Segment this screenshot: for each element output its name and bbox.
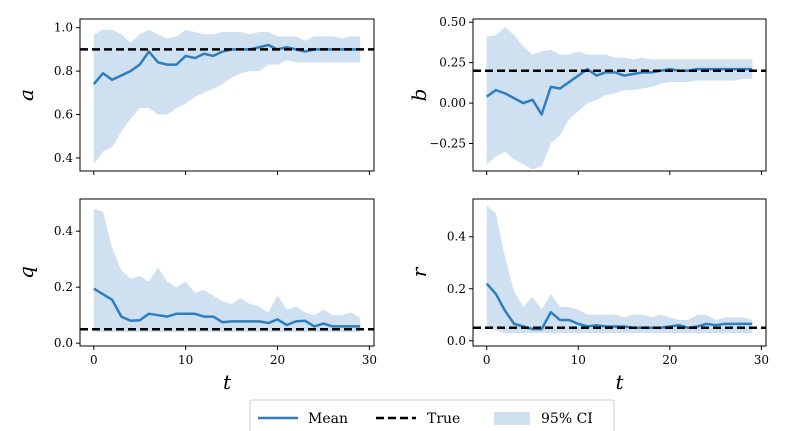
x-tick-label: 0: [90, 353, 98, 367]
legend-ci-label: 95% CI: [541, 411, 593, 427]
x-tick-label: 0: [483, 353, 491, 367]
y-tick-label: −0.25: [429, 137, 466, 151]
y-tick-label: 0.4: [54, 151, 73, 165]
axes-frame: [472, 198, 767, 347]
x-tick-label: 30: [754, 353, 769, 367]
y-tick-label: 0.00: [439, 96, 466, 110]
y-tick-label: 0.8: [54, 64, 73, 78]
mean-line: [93, 287, 361, 328]
panel-bottom-left: 0.0 0.2 0.4 0 10 20 30 q t: [14, 198, 377, 394]
legend-true-label: True: [427, 411, 460, 427]
y-axis-label: a: [14, 89, 38, 101]
x-tick-label: 30: [362, 353, 377, 367]
x-axis-label: t: [615, 370, 624, 394]
x-tick-label: 10: [178, 353, 193, 367]
y-axis-label: q: [14, 266, 38, 279]
y-tick-label: 0.0: [447, 334, 466, 348]
axes-frame: [79, 198, 375, 347]
mean-line: [486, 67, 753, 116]
y-tick-label: 0.50: [439, 15, 466, 29]
panel-bottom-right: 0.0 0.2 0.4 0 10 20 30 r t: [407, 198, 769, 394]
legend-ci-swatch: [494, 412, 530, 425]
y-tick-label: 0.4: [54, 224, 73, 238]
axes-frame: [472, 18, 767, 172]
y-tick-label: 0.0: [54, 336, 73, 350]
axes-frame: [79, 18, 375, 172]
y-axis-label: b: [407, 89, 431, 102]
y-tick-label: 0.4: [447, 230, 466, 244]
panel-top-right: −0.25 0.00 0.25 0.50 b: [407, 15, 767, 175]
y-tick-label: 0.2: [447, 282, 466, 296]
panel-top-left: 0.4 0.6 0.8 1.0 a: [14, 18, 375, 175]
y-tick-label: 0.2: [54, 280, 73, 294]
y-tick-label: 0.6: [54, 108, 73, 122]
y-axis-label: r: [407, 266, 431, 277]
x-tick-label: 10: [571, 353, 586, 367]
mean-line: [485, 282, 753, 331]
y-tick-label: 1.0: [54, 21, 73, 35]
legend: Mean True 95% CI: [249, 399, 615, 431]
ci-band: [93, 208, 361, 332]
x-axis-label: t: [223, 370, 232, 394]
legend-mean-label: Mean: [308, 411, 348, 427]
ci-band: [486, 205, 753, 333]
x-tick-label: 20: [662, 353, 677, 367]
ci-band: [486, 27, 753, 170]
x-tick-label: 20: [270, 353, 285, 367]
y-tick-label: 0.25: [439, 56, 466, 70]
